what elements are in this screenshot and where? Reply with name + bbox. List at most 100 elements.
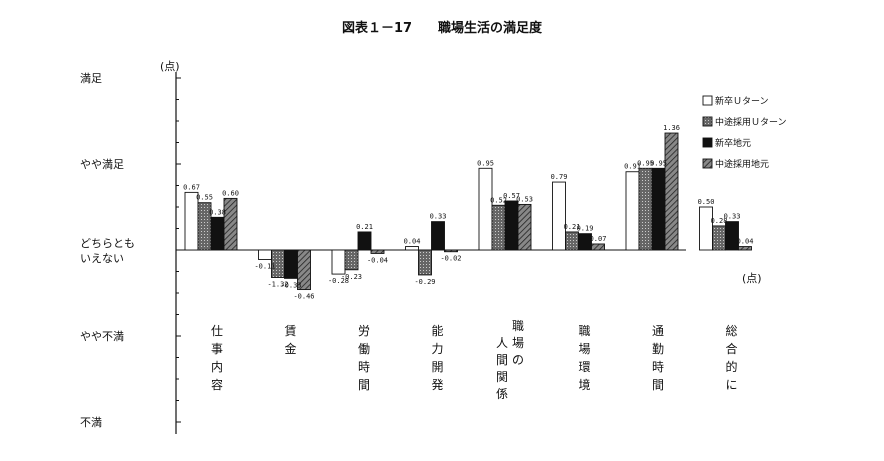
value-label: -0.46: [293, 293, 314, 301]
svg-text:総: 総: [725, 324, 737, 338]
svg-text:勤: 勤: [652, 342, 664, 356]
svg-text:関: 関: [496, 370, 508, 384]
svg-text:事: 事: [211, 342, 223, 356]
bar: [478, 167, 493, 251]
bar: [418, 249, 432, 276]
value-label: 0.53: [516, 195, 533, 203]
value-label: -0.28: [328, 277, 349, 285]
bar: [258, 249, 272, 260]
value-label: 0.21: [356, 223, 373, 231]
svg-text:通: 通: [652, 324, 664, 338]
x-unit-label: (点): [742, 272, 762, 285]
legend-label: 新卒Ｕターン: [715, 95, 769, 107]
bar: [712, 225, 726, 251]
svg-text:職: 職: [512, 319, 524, 333]
y-level-label: やや満足: [80, 158, 124, 171]
svg-text:発: 発: [431, 378, 443, 392]
value-label: -0.23: [341, 273, 362, 281]
value-label: 0.21: [564, 223, 581, 231]
bar: [370, 249, 385, 254]
svg-text:場: 場: [512, 336, 524, 350]
svg-text:働: 働: [358, 342, 370, 356]
value-label: 1.36: [663, 124, 680, 132]
bar: [517, 203, 532, 251]
value-label: 0.33: [430, 213, 447, 221]
svg-text:人: 人: [496, 336, 508, 350]
bar: [223, 197, 238, 251]
svg-text:の: の: [512, 353, 524, 367]
bar: [552, 181, 566, 251]
svg-text:場: 場: [578, 342, 590, 356]
svg-text:能: 能: [431, 324, 443, 338]
y-unit-label: (点): [160, 60, 180, 73]
legend-swatch: [702, 137, 713, 148]
svg-text:的: 的: [725, 359, 737, 374]
value-label: 0.19: [577, 225, 594, 233]
svg-text:内: 内: [211, 360, 223, 374]
value-label: -0.33: [280, 281, 301, 289]
bar: [431, 221, 445, 251]
svg-text:開: 開: [431, 360, 443, 374]
value-label: 0.07: [590, 235, 607, 243]
svg-text:間: 間: [358, 378, 370, 392]
value-labels: 0.67 0.55 0.38 0.60 -0.11 -1.32-0.33 -0.46 -0.2…: [183, 124, 753, 301]
bar: [625, 171, 640, 251]
bars: [184, 132, 752, 291]
y-level-label: やや不満: [80, 330, 124, 343]
value-label: 0.52: [490, 196, 507, 204]
chart-title: 図表１－17 職場生活の満足度: [342, 20, 543, 36]
y-level-label: どちらともいえない: [80, 237, 135, 265]
svg-text:時: 時: [358, 360, 370, 374]
bar: [444, 249, 458, 253]
value-label: 0.91: [624, 163, 641, 171]
value-label: 0.50: [698, 198, 715, 206]
value-label: -1.32: [267, 281, 288, 289]
svg-text:合: 合: [725, 341, 737, 356]
category-label: 賃金: [284, 323, 296, 356]
svg-text:仕: 仕: [211, 324, 223, 338]
svg-text:係: 係: [496, 387, 508, 401]
svg-text:金: 金: [284, 341, 296, 356]
bar: [210, 216, 225, 251]
bar: [565, 231, 579, 251]
bar: [738, 246, 752, 251]
value-label: 0.95: [477, 159, 494, 167]
value-label: -0.11: [254, 262, 275, 270]
bar: [331, 249, 346, 275]
svg-text:時: 時: [652, 360, 664, 374]
value-label: 0.55: [196, 194, 213, 202]
svg-text:環: 環: [578, 360, 590, 374]
value-label: 0.28: [711, 217, 728, 225]
value-label: 0.95: [650, 159, 667, 167]
value-label: 0.33: [724, 213, 741, 221]
bar: [344, 249, 359, 271]
bar: [297, 249, 311, 291]
value-label: 0.38: [209, 208, 226, 216]
value-label: 0.57: [503, 192, 520, 200]
value-label: 0.95: [637, 159, 654, 167]
bar: [578, 233, 592, 251]
svg-text:間: 間: [496, 353, 508, 367]
legend-swatch: [702, 158, 713, 169]
bar: [664, 132, 679, 251]
svg-text:境: 境: [578, 377, 590, 392]
bar: [638, 167, 653, 251]
bar: [357, 231, 372, 251]
svg-text:賃: 賃: [284, 323, 296, 338]
bar: [699, 206, 713, 251]
svg-text:間: 間: [652, 378, 664, 392]
value-label: -0.02: [440, 255, 461, 263]
value-label: 0.04: [737, 238, 754, 246]
bar: [491, 204, 506, 251]
svg-text:力: 力: [431, 342, 443, 356]
value-label: 0.04: [404, 238, 421, 246]
